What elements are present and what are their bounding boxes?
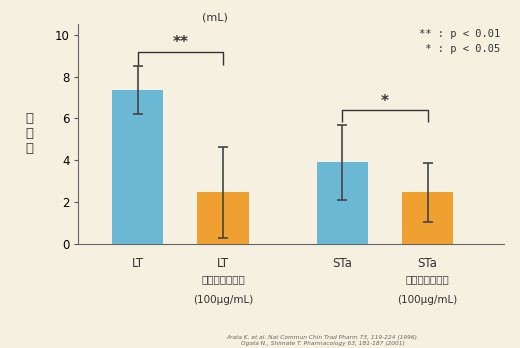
Text: (100μg/mL): (100μg/mL) [397, 295, 458, 305]
Bar [317, 162, 368, 244]
Text: 脳
液
量: 脳 液 量 [25, 112, 33, 156]
Bar [198, 192, 249, 244]
Text: LT: LT [132, 257, 144, 270]
Text: STa: STa [332, 257, 353, 270]
Text: (100μg/mL): (100μg/mL) [193, 295, 253, 305]
Text: 木クレオソート: 木クレオソート [201, 274, 245, 284]
Bar [402, 192, 453, 244]
Text: LT: LT [217, 257, 229, 270]
Bar [112, 90, 163, 244]
Text: Arata K. et al. Nat Commun Chin Trad Pharm 73, 119-224 (1996).
Ogata N., Shimate: Arata K. et al. Nat Commun Chin Trad Pha… [226, 335, 419, 346]
Text: **: ** [172, 35, 188, 50]
Text: ** : p < 0.01
 * : p < 0.05: ** : p < 0.01 * : p < 0.05 [419, 29, 500, 54]
Text: (mL): (mL) [202, 12, 227, 22]
Text: 木クレオソート: 木クレオソート [406, 274, 449, 284]
Text: *: * [381, 94, 389, 109]
Text: STa: STa [418, 257, 438, 270]
